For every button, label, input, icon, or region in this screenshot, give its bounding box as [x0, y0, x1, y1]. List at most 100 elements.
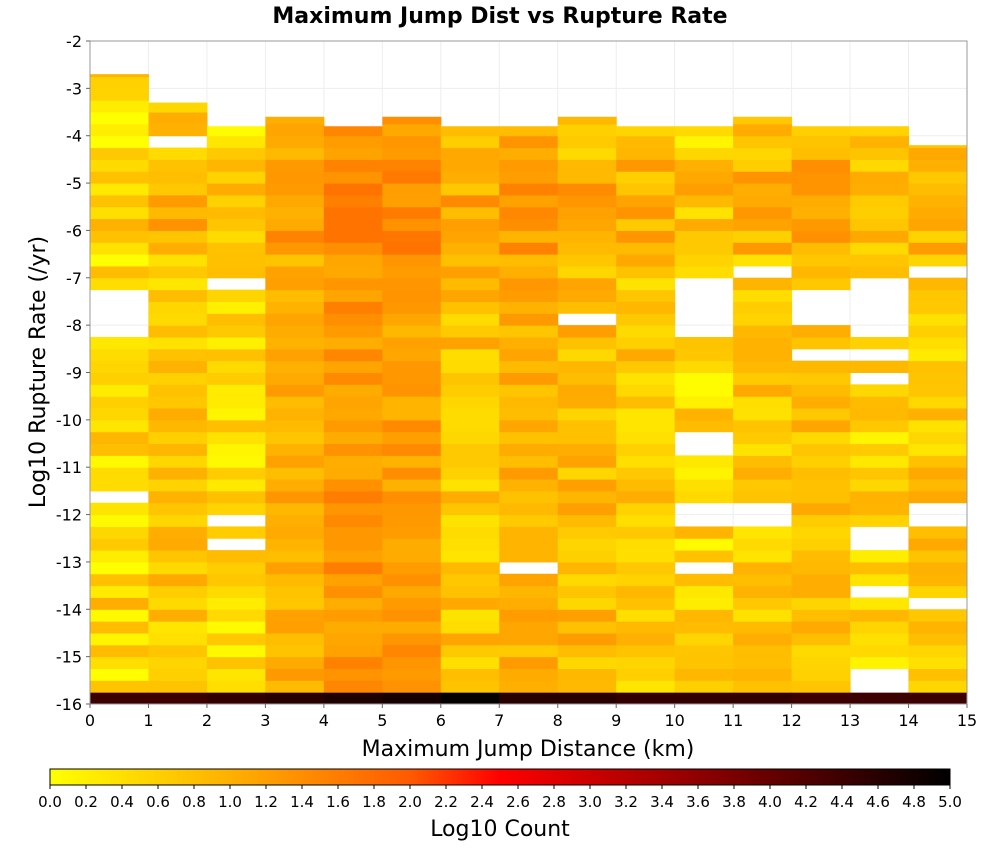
- heatmap-cell: [90, 242, 149, 255]
- heatmap-cell: [323, 348, 383, 362]
- heatmap-cell: [908, 360, 968, 373]
- heatmap-cell: [557, 372, 617, 385]
- heatmap-cell: [382, 479, 442, 492]
- heatmap-cell: [206, 135, 266, 149]
- heatmap-cell: [90, 277, 149, 291]
- heatmap-cell: [908, 206, 968, 220]
- heatmap-cell: [616, 621, 676, 634]
- heatmap-cell: [148, 431, 208, 445]
- heatmap-cell: [557, 254, 617, 267]
- heatmap-cell: [206, 680, 266, 693]
- heatmap-cell: [616, 479, 676, 492]
- heatmap-cell: [733, 372, 793, 385]
- heatmap-cell: [733, 632, 793, 646]
- heatmap-cell: [791, 443, 851, 456]
- heatmap-cell: [440, 431, 500, 445]
- heatmap-cell: [733, 526, 793, 539]
- heatmap-cell: [791, 467, 851, 480]
- heatmap-cell: [206, 336, 266, 350]
- heatmap-cell: [440, 621, 500, 634]
- heatmap-cell: [90, 74, 149, 78]
- heatmap-cell: [557, 396, 617, 409]
- heatmap-cell: [674, 194, 734, 208]
- heatmap-cell: [265, 632, 325, 646]
- heatmap-cell: [499, 360, 559, 373]
- heatmap-cell: [674, 467, 734, 480]
- heatmap-cell: [499, 206, 559, 220]
- heatmap-cell: [90, 609, 149, 622]
- heatmap-cell: [148, 419, 208, 433]
- heatmap-cell: [733, 325, 793, 338]
- heatmap-cell: [791, 242, 851, 255]
- heatmap-cell: [733, 384, 793, 397]
- heatmap-cell: [908, 396, 968, 409]
- heatmap-cell: [499, 230, 559, 243]
- heatmap-cell: [440, 384, 500, 397]
- heatmap-cell: [148, 573, 208, 587]
- heatmap-cell: [90, 218, 149, 231]
- heatmap-cell: [616, 242, 676, 255]
- x-tick-label: 15: [957, 711, 977, 730]
- heatmap-cell: [440, 632, 500, 646]
- heatmap-cell: [908, 242, 968, 255]
- heatmap-cell: [850, 206, 910, 220]
- heatmap-cell: [323, 597, 383, 610]
- heatmap-cell: [499, 384, 559, 397]
- heatmap-cell: [382, 573, 442, 587]
- heatmap-cell: [791, 230, 851, 243]
- heatmap-cell: [148, 123, 208, 137]
- heatmap-cell: [265, 609, 325, 622]
- heatmap-cell: [440, 206, 500, 220]
- heatmap-cell: [908, 372, 968, 385]
- heatmap-cell: [382, 408, 442, 421]
- heatmap-cell: [440, 313, 500, 326]
- heatmap-cell: [733, 123, 793, 137]
- x-axis-ticks: 0 1 2 3 4 5 6 7 8 9 10 11 12 13 14 15: [85, 704, 977, 730]
- heatmap-cell: [265, 408, 325, 421]
- heatmap-cell: [382, 171, 442, 184]
- heatmap-cell: [499, 372, 559, 385]
- heatmap-cell: [557, 585, 617, 598]
- heatmap-cell: [382, 360, 442, 373]
- heatmap-cell: [440, 490, 500, 504]
- heatmap-cell: [850, 384, 910, 397]
- heatmap-cell: [206, 419, 266, 433]
- heatmap-cell: [616, 514, 676, 527]
- heatmap-cell: [616, 396, 676, 409]
- heatmap-cell: [382, 431, 442, 445]
- heatmap-cell: [148, 490, 208, 504]
- heatmap-cell: [908, 408, 968, 421]
- heatmap-cell: [791, 147, 851, 160]
- heatmap-cell: [557, 455, 617, 468]
- heatmap-cell: [90, 538, 149, 551]
- heatmap-cell: [850, 609, 910, 622]
- heatmap-cell: [791, 408, 851, 421]
- heatmap-cell: [206, 194, 266, 208]
- heatmap-cell: [148, 656, 208, 669]
- heatmap-cell: [908, 621, 968, 634]
- heatmap-cell: [733, 206, 793, 220]
- heatmap-cell: [791, 431, 851, 445]
- heatmap-cell: [733, 254, 793, 267]
- heatmap-cell: [557, 479, 617, 492]
- heatmap-cell: [440, 265, 500, 279]
- heatmap-cell: [382, 116, 442, 125]
- heatmap-cell: [148, 597, 208, 610]
- colorbar-tick-label: 0.2: [74, 793, 98, 811]
- y-tick-label: -8: [66, 316, 82, 335]
- heatmap-cell: [616, 325, 676, 338]
- heatmap-cell: [791, 277, 851, 291]
- heatmap-cell: [499, 644, 559, 658]
- heatmap-cell: [265, 360, 325, 373]
- heatmap-cell: [382, 183, 442, 196]
- y-tick-label: -9: [66, 364, 82, 383]
- heatmap-cell: [557, 419, 617, 433]
- heatmap-cell: [265, 218, 325, 231]
- heatmap-cell: [616, 550, 676, 563]
- heatmap-cell: [674, 609, 734, 622]
- heatmap-cell: [440, 396, 500, 409]
- heatmap-cell: [850, 265, 910, 279]
- heatmap-cell: [733, 490, 793, 504]
- heatmap-cell: [850, 147, 910, 160]
- heatmap-cell: [382, 147, 442, 160]
